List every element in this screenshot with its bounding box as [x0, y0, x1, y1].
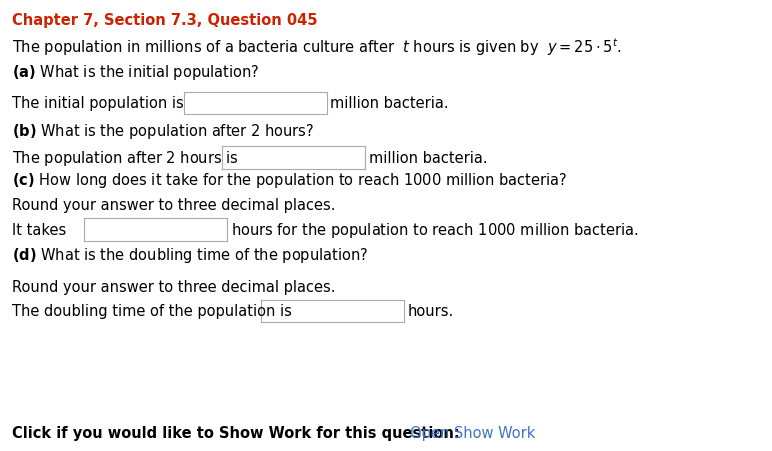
- Text: Click if you would like to Show Work for this question:: Click if you would like to Show Work for…: [12, 425, 470, 441]
- Text: It takes: It takes: [12, 222, 66, 238]
- Text: The doubling time of the population is: The doubling time of the population is: [12, 304, 293, 319]
- Text: Open Show Work: Open Show Work: [410, 425, 535, 441]
- Text: The population after $2$ hours is: The population after $2$ hours is: [12, 148, 239, 167]
- Text: The initial population is: The initial population is: [12, 96, 184, 111]
- Text: Round your answer to three decimal places.: Round your answer to three decimal place…: [12, 198, 336, 213]
- Text: Round your answer to three decimal places.: Round your answer to three decimal place…: [12, 279, 336, 294]
- Text: $\bf{(d)}$ What is the doubling time of the population?: $\bf{(d)}$ What is the doubling time of …: [12, 245, 368, 264]
- Text: Chapter 7, Section 7.3, Question 045: Chapter 7, Section 7.3, Question 045: [12, 13, 318, 28]
- Text: The population in millions of a bacteria culture after  $t$ hours is given by  $: The population in millions of a bacteria…: [12, 37, 622, 58]
- Text: $\bf{(b)}$ What is the population after $2$ hours?: $\bf{(b)}$ What is the population after …: [12, 121, 314, 140]
- Text: million bacteria.: million bacteria.: [330, 96, 449, 111]
- Text: hours for the population to reach $1000$ million bacteria.: hours for the population to reach $1000$…: [231, 221, 638, 239]
- Text: $\bf{(c)}$ How long does it take for the population to reach $1000$ million bact: $\bf{(c)}$ How long does it take for the…: [12, 171, 567, 190]
- Text: hours.: hours.: [408, 304, 454, 319]
- Text: million bacteria.: million bacteria.: [369, 150, 488, 166]
- Text: $\bf{(a)}$ What is the initial population?: $\bf{(a)}$ What is the initial populatio…: [12, 63, 259, 82]
